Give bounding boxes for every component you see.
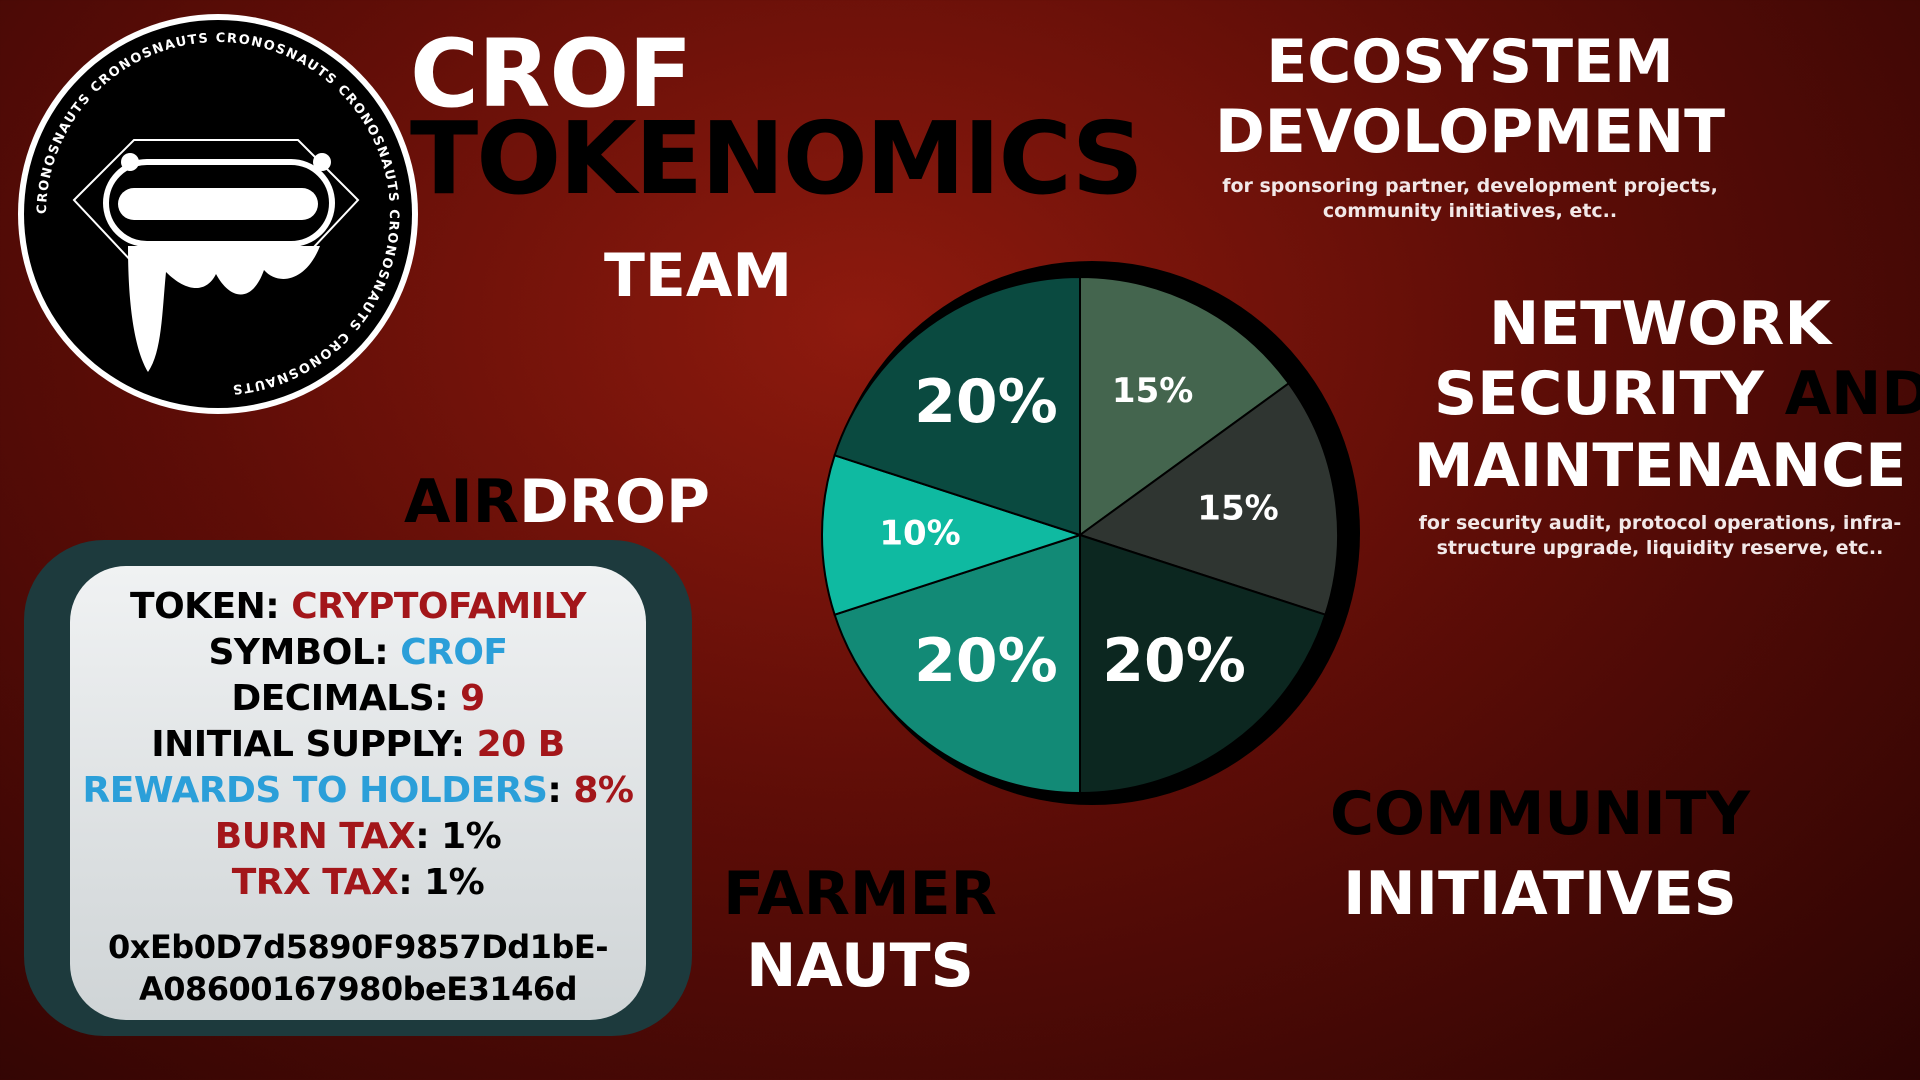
network-description-line1: for security audit, protocol operations,… bbox=[1418, 512, 1902, 534]
token-rewards-separator: : bbox=[547, 770, 574, 811]
label-network-security: SECURITY bbox=[1434, 359, 1764, 429]
label-network-line1: NETWORK bbox=[1488, 289, 1831, 359]
label-network-line3: MAINTENANCE bbox=[1413, 431, 1907, 501]
tokenomics-pie-chart: 15% 15% 20% 20% 10% 20% bbox=[821, 261, 1360, 805]
label-community-line2: INITIATIVES bbox=[1343, 859, 1737, 929]
label-airdrop-air: AIR bbox=[404, 467, 519, 537]
token-burn-label: BURN TAX bbox=[214, 816, 416, 857]
token-symbol-label: SYMBOL: bbox=[208, 632, 401, 673]
token-rewards-value: 8% bbox=[573, 770, 634, 811]
pie-slice-label: 15% bbox=[1112, 371, 1193, 411]
pie-slice-network-security-and-maintenance bbox=[1077, 381, 1339, 616]
token-decimals-value: 9 bbox=[460, 678, 485, 719]
token-symbol-value: CROF bbox=[400, 632, 508, 673]
pie-slice-label: 10% bbox=[879, 514, 960, 554]
label-farmer-line2: NAUTS bbox=[746, 931, 974, 1001]
token-supply-row: INITIAL SUPPLY: 20 B bbox=[70, 724, 646, 765]
pie-slice-farmer-nauts bbox=[833, 533, 1081, 795]
label-ecosystem-line2: DEVOLOPMENT bbox=[1214, 97, 1726, 167]
label-network-and: AND bbox=[1784, 359, 1920, 429]
network-description-line2: structure upgrade, liquidity reserve, et… bbox=[1436, 537, 1884, 559]
pie-slice-label: 20% bbox=[914, 367, 1058, 437]
label-airdrop-drop: DROP bbox=[518, 467, 710, 537]
token-burn-row: BURN TAX: 1% bbox=[70, 816, 646, 857]
token-rewards-row: REWARDS TO HOLDERS: 8% bbox=[70, 770, 646, 811]
label-network-line2: SECURITY AND bbox=[1434, 358, 1920, 430]
pie-slice-community-initiatives bbox=[1079, 533, 1327, 795]
token-decimals-row: DECIMALS: 9 bbox=[70, 678, 646, 719]
token-trx-value: : 1% bbox=[398, 862, 485, 903]
contract-address-line2[interactable]: A08600167980beE3146d bbox=[138, 970, 578, 1008]
token-name-value: CRYPTOFAMILY bbox=[291, 586, 586, 627]
pie-slice-team bbox=[833, 275, 1081, 537]
token-supply-label: INITIAL SUPPLY: bbox=[151, 724, 477, 765]
token-burn-value: : 1% bbox=[415, 816, 502, 857]
pie-slice-airdrop bbox=[821, 454, 1084, 616]
label-community-line1: COMMUNITY bbox=[1329, 779, 1751, 849]
pie-slice-ecosystem-devolopment bbox=[1079, 275, 1291, 537]
token-symbol-row: SYMBOL: CROF bbox=[70, 632, 646, 673]
ecosystem-description-line2: community initiatives, etc.. bbox=[1322, 200, 1618, 222]
token-trx-row: TRX TAX: 1% bbox=[70, 862, 646, 903]
label-farmer-line1: FARMER bbox=[723, 859, 997, 929]
label-ecosystem-line1: ECOSYSTEM bbox=[1266, 27, 1674, 97]
token-name-row: TOKEN: CRYPTOFAMILY bbox=[70, 586, 646, 627]
ecosystem-description-line1: for sponsoring partner, development proj… bbox=[1222, 175, 1718, 197]
pie-slice-label: 20% bbox=[1102, 626, 1246, 696]
token-trx-label: TRX TAX bbox=[231, 862, 399, 903]
token-supply-value: 20 B bbox=[476, 724, 566, 765]
title-crof: CROF bbox=[410, 20, 692, 129]
pie-slice-label: 15% bbox=[1197, 488, 1278, 528]
label-team: TEAM bbox=[604, 241, 793, 311]
token-decimals-label: DECIMALS: bbox=[231, 678, 461, 719]
label-airdrop: AIRDROP bbox=[404, 466, 710, 538]
title-tokenomics: TOKENOMICS bbox=[410, 100, 1144, 217]
token-name-label: TOKEN: bbox=[130, 586, 292, 627]
token-rewards-label: REWARDS TO HOLDERS bbox=[82, 770, 548, 811]
contract-address-line1[interactable]: 0xEb0D7d5890F9857Dd1bE- bbox=[108, 928, 608, 966]
pie-slice-label: 20% bbox=[914, 626, 1058, 696]
cronosnauts-logo: CRONOSNAUTS CRONOSNAUTS CRONOSNAUTS CRON… bbox=[18, 14, 418, 414]
token-info-card: TOKEN: CRYPTOFAMILY SYMBOL: CROF DECIMAL… bbox=[70, 566, 646, 1020]
